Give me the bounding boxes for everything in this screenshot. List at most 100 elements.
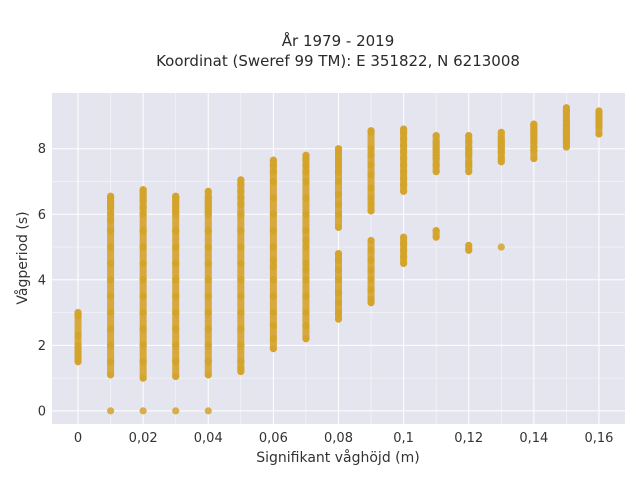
data-point [302,236,310,245]
data-point [107,407,115,415]
data-point [465,145,473,153]
data-point [237,227,245,235]
data-point [432,138,440,146]
data-point [400,161,408,169]
data-point [400,233,408,241]
data-points [74,104,603,415]
data-point [432,233,440,241]
data-point [107,276,115,284]
data-point [334,190,343,199]
data-point [269,227,277,235]
y-tick-label: 0 [38,404,46,419]
x-tick-label: 0,08 [324,431,353,446]
data-point [334,177,343,186]
data-point [237,364,245,372]
data-point [400,187,408,195]
data-point [269,292,277,300]
x-tick-label: 0,14 [519,431,548,446]
data-point [432,227,440,235]
y-tick-label: 8 [38,142,46,157]
data-point [334,154,343,163]
data-point [139,259,147,268]
x-tick-labels: 0 0,02 0,04 0,06 0,08 0,1 0,12 0,14 0,16 [74,431,614,446]
data-point [465,168,473,176]
data-point [334,249,343,258]
data-point [269,168,277,176]
data-point [302,266,310,274]
y-tick-label: 4 [38,273,46,288]
data-point [400,125,408,133]
data-point [367,266,375,274]
data-point [302,194,310,202]
data-point [204,292,212,300]
data-point [269,322,277,330]
data-point [302,243,310,251]
data-point [432,132,440,140]
data-point [400,181,408,189]
data-point [269,210,277,218]
data-point [334,168,343,176]
data-point [497,154,505,163]
x-tick-label: 0,12 [454,431,483,446]
data-point [269,256,277,264]
chart-title: År 1979 - 2019 [282,31,395,50]
data-point [497,243,505,251]
data-point [334,223,343,231]
data-point [237,200,245,209]
data-point [334,256,343,264]
data-point [74,308,82,317]
data-point [204,194,212,202]
data-point [107,371,115,379]
data-point [367,200,375,209]
data-point [367,276,375,284]
data-point [302,308,310,317]
data-point [465,132,473,140]
data-point [237,210,245,218]
data-point [237,358,245,366]
data-point [139,308,147,317]
data-point [400,141,408,150]
data-point [139,407,147,415]
data-point [562,104,570,112]
data-point [334,145,343,153]
data-point [465,138,473,146]
data-point [172,407,180,415]
y-tick-label: 2 [38,339,46,354]
data-point [497,135,505,143]
data-point [107,217,115,225]
data-point [204,276,212,284]
data-point [530,120,538,128]
data-point [107,341,115,349]
data-point [237,292,245,300]
data-point [302,168,310,176]
data-point [302,292,310,300]
data-point [367,194,375,202]
data-point [367,127,375,135]
data-point [595,130,603,138]
data-point [367,151,375,159]
data-point [172,341,180,349]
data-point [237,325,245,333]
data-point [400,259,408,268]
data-point [269,177,277,186]
data-point [530,154,538,163]
data-point [237,187,245,195]
data-point [74,341,82,349]
data-point [432,161,440,169]
data-point [367,145,375,153]
data-point [204,187,212,195]
data-point [139,358,147,366]
data-point [172,259,180,268]
data-point [107,192,115,200]
x-tick-label: 0,06 [259,431,288,446]
data-point [172,325,180,333]
y-axis-label: Vågperiod (s) [14,211,31,304]
data-point [237,259,245,268]
data-point [172,308,180,317]
data-point [302,335,310,343]
y-tick-label: 6 [38,208,46,223]
data-point [302,210,310,218]
data-point [367,256,375,264]
x-tick-label: 0,16 [584,431,613,446]
